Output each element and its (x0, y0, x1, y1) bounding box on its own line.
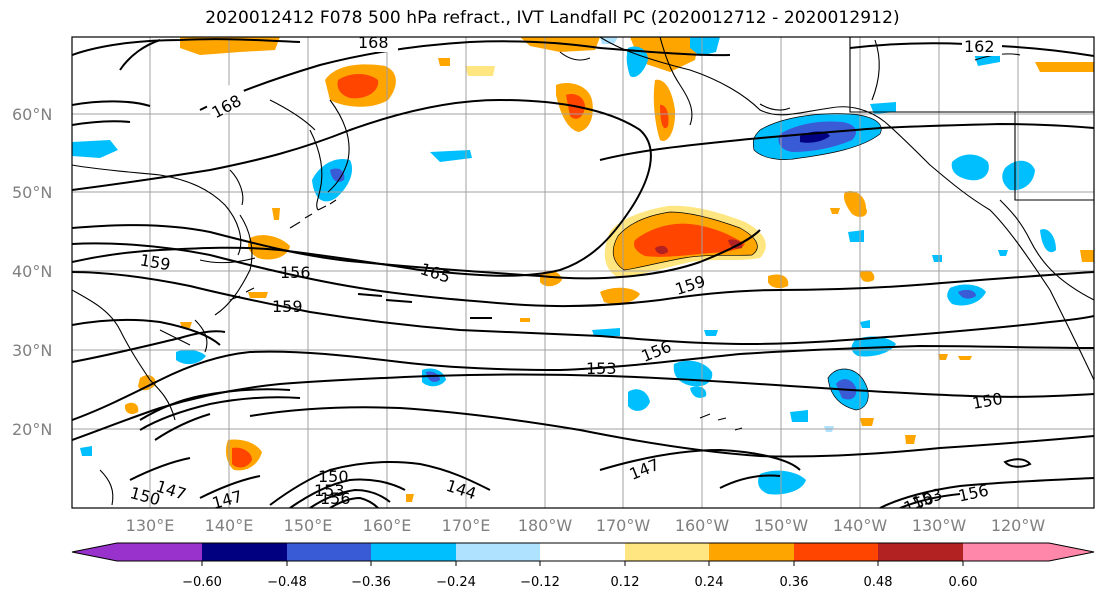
colorbar-tick-label: −0.60 (182, 575, 222, 590)
contour-label: 150 (318, 467, 349, 486)
colorbar: −0.60 −0.48 −0.36 −0.24 −0.12 0.12 0.24 … (71, 542, 1095, 590)
lon-label: 120°W (991, 516, 1046, 535)
colorbar-tick-label: 0.48 (864, 575, 893, 590)
lon-label: 170°W (596, 516, 651, 535)
colorbar-segment (963, 543, 1049, 561)
colorbar-segment (794, 543, 878, 561)
colorbar-tick-label: −0.12 (520, 575, 560, 590)
colorbar-segment (456, 543, 540, 561)
map-frame (71, 36, 1095, 509)
shading-outlines (612, 113, 882, 411)
lon-label: 160°E (363, 516, 412, 535)
lat-label: 40°N (12, 262, 52, 281)
contour-label: 168 (358, 33, 389, 52)
lon-label: 130°W (912, 516, 967, 535)
lon-label: 160°W (675, 516, 730, 535)
colorbar-tick-label: 0.24 (695, 575, 724, 590)
lon-label: 140°E (205, 516, 254, 535)
lon-label: 140°W (833, 516, 888, 535)
colorbar-tick-label: 0.60 (949, 575, 978, 590)
ivt-shading (72, 37, 1094, 502)
contour-label: 162 (964, 37, 995, 56)
colorbar-tick-label: −0.24 (436, 575, 476, 590)
colorbar-segment (371, 543, 456, 561)
figure-title: 2020012412 F078 500 hPa refract., IVT La… (205, 8, 900, 28)
contour-label: 156 (320, 489, 351, 508)
lat-label: 60°N (12, 105, 52, 124)
colorbar-segment (287, 543, 371, 561)
colorbar-segment (117, 543, 202, 561)
contour-label: 159 (272, 297, 303, 316)
latitude-labels: 60°N 50°N 40°N 30°N 20°N (12, 105, 52, 439)
contour-label: 156 (280, 263, 311, 282)
contour-labels: 168 168 162 165 159 156 159 159 156 153 … (128, 33, 1004, 513)
colorbar-segment (202, 543, 287, 561)
colorbar-tick-label: −0.36 (351, 575, 391, 590)
colorbar-segment (709, 543, 794, 561)
contour-label: 147 (210, 487, 244, 513)
contour-label: 153 (586, 359, 617, 378)
colorbar-segment (878, 543, 963, 561)
gridlines (72, 37, 1094, 508)
colorbar-segment (72, 543, 117, 561)
colorbar-ticks (201, 561, 964, 566)
lat-label: 50°N (12, 183, 52, 202)
colorbar-segment (540, 543, 625, 561)
longitude-labels: 130°E 140°E 150°E 160°E 170°E 180°W 170°… (126, 516, 1046, 535)
colorbar-segment (1049, 543, 1094, 561)
lon-label: 130°E (126, 516, 175, 535)
lat-label: 30°N (12, 341, 52, 360)
lon-label: 150°W (754, 516, 809, 535)
colorbar-tick-label: −0.48 (267, 575, 307, 590)
colorbar-tick-label: 0.36 (780, 575, 809, 590)
lon-label: 150°E (284, 516, 333, 535)
lon-label: 180°W (518, 516, 573, 535)
refractivity-contours (72, 38, 1094, 508)
lon-label: 170°E (442, 516, 491, 535)
colorbar-tick-label: 0.12 (611, 575, 640, 590)
contour-label: 153 (314, 481, 345, 500)
colorbar-frame (71, 542, 1095, 562)
colorbar-segment (625, 543, 709, 561)
lat-label: 20°N (12, 420, 52, 439)
